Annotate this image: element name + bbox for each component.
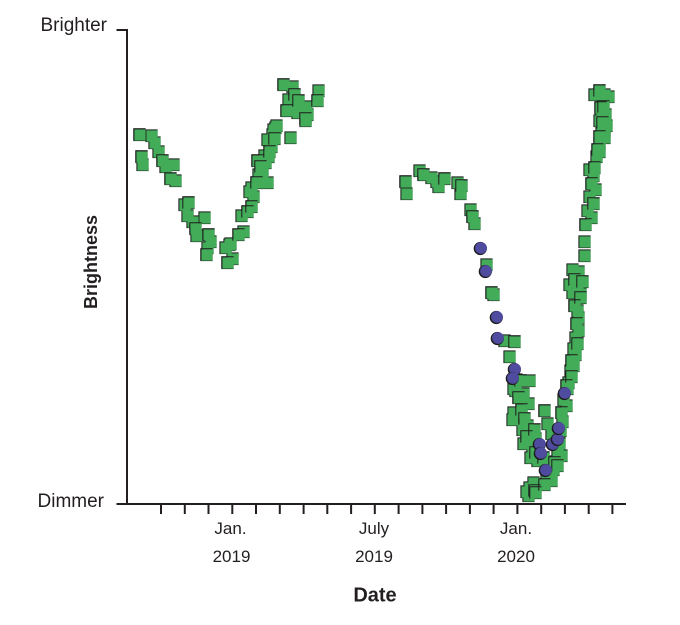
- svg-text:Brighter: Brighter: [40, 15, 107, 36]
- svg-text:2020: 2020: [497, 547, 535, 566]
- svg-text:2019: 2019: [213, 547, 251, 566]
- svg-text:Date: Date: [353, 585, 396, 607]
- svg-text:Jan.: Jan.: [214, 519, 246, 538]
- svg-text:Jan.: Jan.: [500, 519, 532, 538]
- svg-text:2019: 2019: [355, 547, 393, 566]
- svg-text:Dimmer: Dimmer: [38, 491, 105, 512]
- svg-text:July: July: [359, 519, 390, 538]
- svg-text:Brightness: Brightness: [81, 215, 101, 309]
